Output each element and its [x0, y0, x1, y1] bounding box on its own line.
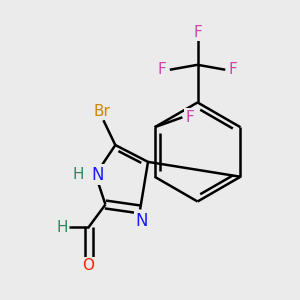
Text: N: N	[91, 166, 104, 184]
Text: F: F	[158, 62, 166, 77]
Text: O: O	[82, 258, 94, 273]
Text: H: H	[72, 167, 84, 182]
Text: Br: Br	[93, 104, 110, 119]
Text: N: N	[136, 212, 148, 230]
Text: F: F	[186, 110, 195, 125]
Text: F: F	[229, 62, 238, 77]
Text: H: H	[56, 220, 68, 235]
Text: F: F	[193, 25, 202, 40]
